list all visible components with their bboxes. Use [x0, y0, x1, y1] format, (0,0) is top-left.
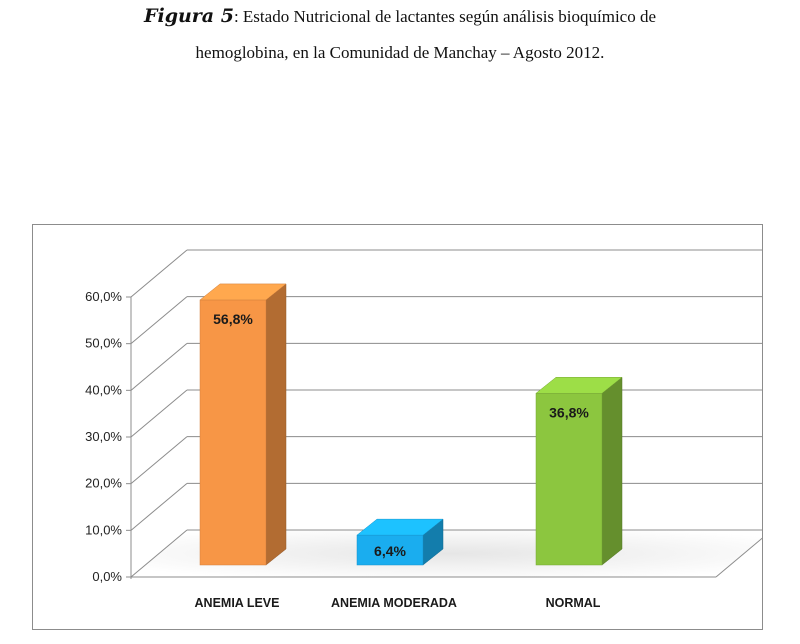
chart-frame: 0,0% 10,0% 20,0% 30,0% 40,0% 50,0% 60,0% 56,8%…: [32, 224, 763, 630]
gridline-side: [130, 342, 188, 391]
bar-value-label: 56,8%: [213, 311, 253, 327]
gridline-side: [130, 436, 188, 485]
bar-front-face: [356, 534, 424, 566]
gridline-side: [130, 482, 188, 531]
bar-top-face: [535, 377, 623, 394]
bar-side-face: [265, 283, 287, 566]
floor-right-edge: [715, 537, 762, 578]
bar-front-face: [535, 393, 603, 566]
x-category-label: NORMAL: [546, 596, 601, 610]
figure-caption-line1: Figura 5: Estado Nutricional de lactante…: [0, 5, 800, 27]
gridline-side: [130, 296, 188, 345]
y-tick-label: 50,0%: [85, 336, 122, 351]
gridline-side: [130, 249, 188, 298]
bar-anemia-leve: [199, 283, 287, 566]
gridline-side: [130, 389, 188, 438]
y-tick-label: 0,0%: [92, 569, 122, 584]
bar-value-label: 6,4%: [374, 543, 406, 559]
figure-label: Figura 5: [143, 5, 234, 27]
bar-front-face: [199, 299, 267, 566]
bar-chart: 0,0% 10,0% 20,0% 30,0% 40,0% 50,0% 60,0% 56,8%…: [85, 249, 762, 610]
bar-side-face: [601, 376, 623, 566]
y-tick-label: 60,0%: [85, 289, 122, 304]
bar-top-face: [356, 518, 444, 536]
x-category-label: ANEMIA LEVE: [195, 596, 280, 610]
y-tick-label: 40,0%: [85, 382, 122, 397]
figure-caption-text: : Estado Nutricional de lactantes según …: [233, 7, 657, 26]
bar-top-face: [199, 283, 287, 301]
gridline-side: [130, 529, 188, 578]
figure-caption-line2: hemoglobina, en la Comunidad de Manchay …: [195, 43, 605, 62]
y-tick-label: 20,0%: [85, 476, 122, 491]
x-category-label: ANEMIA MODERADA: [331, 596, 457, 610]
bar-anemia-moderada: [356, 518, 444, 566]
y-tick-label: 30,0%: [85, 429, 122, 444]
bar-normal: [535, 376, 623, 566]
y-tick-label: 10,0%: [85, 522, 122, 537]
bar-value-label: 36,8%: [549, 404, 589, 420]
